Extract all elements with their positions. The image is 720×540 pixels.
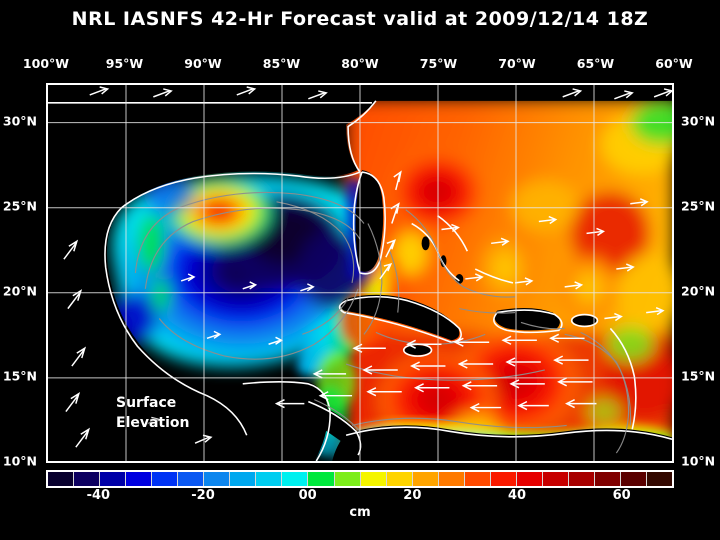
lat-tick-label: 15°N bbox=[2, 368, 37, 384]
lat-tick-label: 25°N bbox=[2, 198, 37, 214]
lon-tick-label: 95°W bbox=[105, 56, 144, 71]
map-canvas[interactable]: Surface Elevation bbox=[48, 85, 672, 461]
colorbar-swatch bbox=[438, 472, 465, 486]
colorbar-tick-label: 00 bbox=[298, 488, 317, 503]
colorbar-unit-label: cm bbox=[349, 505, 371, 520]
lon-tick-label: 100°W bbox=[22, 56, 70, 71]
colorbar-swatch bbox=[490, 472, 517, 486]
lon-tick-label: 75°W bbox=[419, 56, 458, 71]
longitude-axis: 100°W 95°W 90°W 85°W 80°W 75°W 70°W 65°W 60°W bbox=[0, 56, 720, 72]
colorbar-tick-label: 40 bbox=[507, 488, 527, 503]
colorbar-swatch bbox=[621, 472, 648, 486]
lat-tick-label: 30°N bbox=[2, 113, 37, 129]
colorbar[interactable] bbox=[46, 470, 674, 488]
colorbar-swatch bbox=[256, 472, 283, 486]
colorbar-tick-label: -20 bbox=[191, 488, 215, 503]
graticule bbox=[48, 85, 672, 461]
colorbar-swatch bbox=[464, 472, 491, 486]
lat-tick-label: 30°N bbox=[681, 113, 716, 129]
bathymetry-contours bbox=[134, 191, 632, 454]
colorbar-swatch bbox=[594, 472, 622, 486]
colorbar-tick-label: 60 bbox=[612, 488, 631, 503]
lon-tick-label: 85°W bbox=[262, 56, 301, 71]
lon-tick-label: 80°W bbox=[341, 56, 379, 71]
lon-tick-label: 60°W bbox=[655, 56, 693, 71]
lat-tick-label: 25°N bbox=[681, 198, 716, 214]
colorbar-ticks: -40 -20 00 20 40 60 bbox=[46, 488, 674, 504]
colorbar-swatch bbox=[100, 472, 127, 486]
page-title: NRL IASNFS 42-Hr Forecast valid at 2009/… bbox=[71, 8, 649, 30]
colorbar-swatch bbox=[542, 472, 569, 486]
colorbar-swatch bbox=[74, 472, 101, 486]
lat-tick-label: 15°N bbox=[681, 368, 716, 384]
lat-tick-label: 10°N bbox=[681, 453, 716, 469]
colorbar-tick-label: -40 bbox=[86, 488, 111, 503]
lon-tick-label: 90°W bbox=[184, 56, 222, 71]
lon-tick-label: 70°W bbox=[498, 56, 536, 71]
colorbar-swatch bbox=[647, 472, 673, 486]
colorbar-swatch bbox=[204, 472, 231, 486]
colorbar-swatch bbox=[386, 472, 413, 486]
lat-tick-label: 20°N bbox=[681, 283, 716, 299]
colorbar-swatch bbox=[360, 472, 387, 486]
colorbar-swatch bbox=[178, 472, 205, 486]
lon-tick-label: 65°W bbox=[576, 56, 615, 71]
colorbar-swatch bbox=[152, 472, 179, 486]
colorbar-swatch bbox=[516, 472, 543, 486]
map-caption-line2: Elevation bbox=[116, 415, 190, 432]
colorbar-swatch bbox=[282, 472, 309, 486]
lat-tick-label: 10°N bbox=[2, 453, 37, 469]
lat-tick-label: 20°N bbox=[2, 283, 37, 299]
map-caption: Surface Elevation bbox=[116, 393, 190, 434]
colorbar-tick-label: 20 bbox=[403, 488, 422, 503]
colorbar-swatch bbox=[334, 472, 361, 486]
colorbar-swatch bbox=[48, 472, 75, 486]
map-panel[interactable]: Surface Elevation bbox=[46, 83, 674, 463]
colorbar-swatch bbox=[126, 472, 153, 486]
colorbar-swatch bbox=[412, 472, 439, 486]
map-field bbox=[48, 85, 672, 461]
colorbar-swatch bbox=[230, 472, 257, 486]
map-caption-line1: Surface bbox=[116, 395, 177, 411]
colorbar-swatch bbox=[308, 472, 335, 486]
colorbar-swatch bbox=[568, 472, 595, 486]
